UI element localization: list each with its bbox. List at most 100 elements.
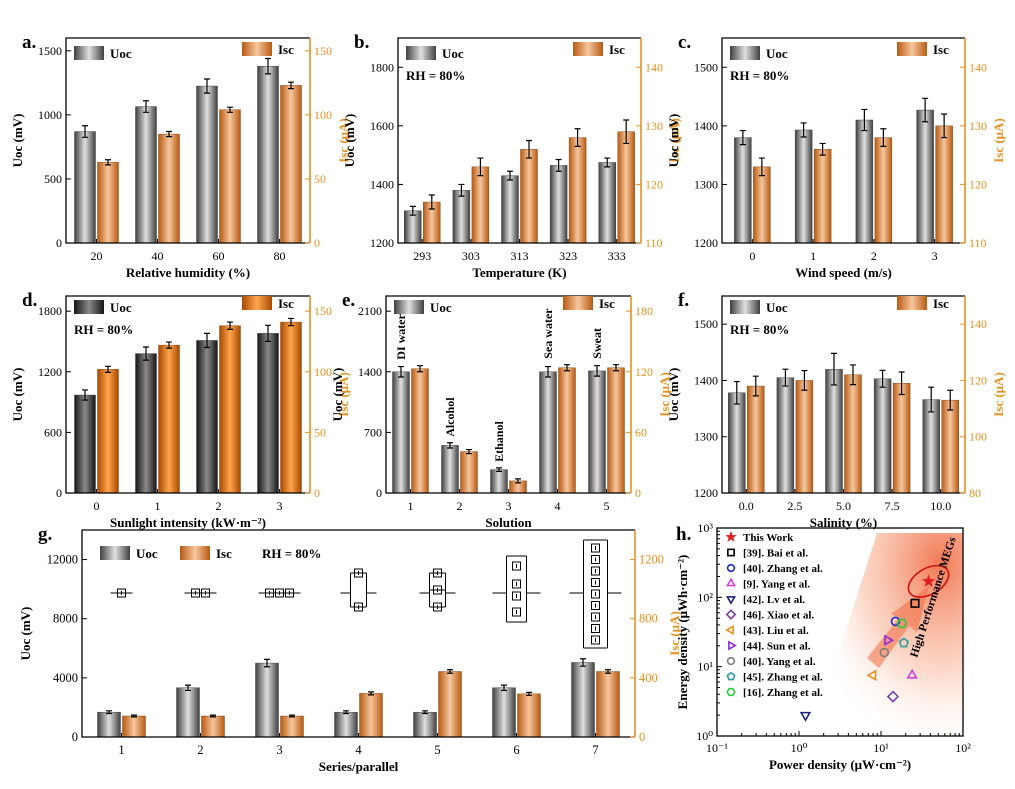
y-tick-label: 8000 <box>53 612 78 626</box>
data-point-pentagon <box>898 637 910 648</box>
legend-marker-pentagon <box>726 671 736 681</box>
isc-bar <box>813 149 832 244</box>
isc-error-bar <box>227 106 233 113</box>
isc-bar <box>747 385 765 494</box>
device-cell <box>591 543 600 553</box>
x-tick-label: 10⁰ <box>791 741 808 755</box>
y-tick-label: 10⁰ <box>696 729 713 743</box>
device-cell <box>591 589 600 599</box>
y-tick-label: 0 <box>376 486 382 500</box>
annotation-rh: RH = 80% <box>730 322 789 337</box>
x-tick-label: 1 <box>155 499 161 513</box>
x-tick-label: 3 <box>276 743 282 757</box>
device-cell <box>512 579 521 589</box>
panel-letter: h. <box>676 524 691 545</box>
isc-error-bar <box>801 369 808 391</box>
device-cell <box>512 607 521 617</box>
isc-bar <box>219 109 241 244</box>
x-tick-label: 10⁻¹ <box>706 741 728 755</box>
annotation-rh: RH = 80% <box>406 68 465 83</box>
data-point-diamond <box>886 690 900 703</box>
uoc-error-bar <box>264 658 270 668</box>
isc-error-bar <box>947 389 954 411</box>
x-tick-label: 40 <box>152 249 164 263</box>
uoc-bar <box>257 65 279 244</box>
legend-entry: [45]. Zhang et al. <box>743 672 823 684</box>
legend-marker-circle <box>726 563 736 573</box>
panel-a: 0 500 1000 1500 0 50 100 150 20 40 60 80 Relative hu… <box>10 32 351 280</box>
legend-isc-swatch <box>563 296 593 310</box>
legend-isc-label: Isc <box>933 42 949 57</box>
x-axis-label: Salinity (%) <box>810 515 878 530</box>
uoc-error-bar <box>82 389 88 401</box>
uoc-bar <box>794 129 813 244</box>
isc-bar <box>280 321 302 494</box>
legend-uoc-label: Uoc <box>110 300 132 315</box>
device-cell <box>591 624 600 633</box>
panel-letter: f. <box>678 290 689 311</box>
isc-error-bar <box>368 691 374 696</box>
isc-bar <box>280 85 302 244</box>
uoc-error-bar <box>831 352 837 386</box>
y-tick-label: 1300 <box>694 177 718 191</box>
annotation-rh: RH = 80% <box>262 546 321 561</box>
uoc-error-bar <box>265 57 271 75</box>
y2-axis-label: Isc (μA) <box>667 118 682 163</box>
uoc-error-bar <box>422 710 428 715</box>
legend-isc-swatch <box>897 296 927 310</box>
uoc-error-bar <box>580 658 586 667</box>
isc-bar <box>438 671 462 738</box>
isc-bar <box>892 383 911 494</box>
isc-error-bar <box>898 371 905 396</box>
legend-entry: [40]. Zhang et al. <box>743 563 823 575</box>
annotation-rh: RH = 80% <box>74 322 133 337</box>
device-cell <box>591 635 600 645</box>
uoc-error-bar <box>143 100 149 113</box>
y2-tick-label: 150 <box>314 44 332 58</box>
y-tick-label: 1400 <box>358 365 382 379</box>
panel-d: 0 600 1200 1800 0 50 100 150 0 1 2 3 Sunlight intens… <box>10 290 351 530</box>
legend-isc-swatch <box>242 296 272 310</box>
data-point-triangle-left <box>866 669 877 682</box>
isc-error-bar <box>574 128 581 147</box>
legend-isc-label: Isc <box>609 42 625 57</box>
isc-error-bar <box>417 365 423 373</box>
solution-label: Ethanol <box>492 421 506 462</box>
axis-frame <box>65 37 310 244</box>
uoc-error-bar <box>409 205 416 216</box>
legend-entry: [16]. Zhang et al. <box>743 687 823 699</box>
uoc-error-bar <box>106 710 112 715</box>
x-tick-label: 1 <box>810 249 816 263</box>
y-tick-label: 1200 <box>694 486 718 500</box>
x-tick-label: 3 <box>277 499 283 513</box>
panel-g: 0 4000 8000 12000 0 400 800 1200 1 2 3 4 5 6 7 Series/p… <box>18 524 682 774</box>
x-axis-label: Series/parallel <box>319 759 399 774</box>
uoc-bar <box>74 131 96 244</box>
x-tick-label: 4 <box>555 499 561 513</box>
uoc-bar <box>334 711 358 738</box>
legend-isc-swatch <box>242 42 272 56</box>
y2-axis-label: Isc (μA) <box>336 372 351 417</box>
isc-bar <box>941 399 959 494</box>
y-axis-label: Uoc (mV) <box>10 368 25 422</box>
data-point-triangle-down <box>799 711 812 722</box>
x-tick-label: 2.5 <box>787 499 802 513</box>
device-cell <box>433 585 442 595</box>
y-axis-label: Uoc (mV) <box>666 114 681 168</box>
uoc-error-bar <box>507 170 513 181</box>
isc-bar <box>617 131 635 244</box>
x-tick-label: 6 <box>513 743 519 757</box>
legend-uoc-swatch <box>730 300 760 314</box>
y-axis-label: Energy density (μWh·cm⁻²) <box>675 555 690 710</box>
y-tick-label: 500 <box>44 172 62 186</box>
x-axis-label: Relative humidity (%) <box>126 265 250 280</box>
y-tick-label: 1500 <box>694 317 718 331</box>
device-cell <box>591 612 600 622</box>
y2-tick-label: 130 <box>645 119 663 133</box>
y-tick-label: 1000 <box>38 108 62 122</box>
axis-frame <box>716 527 964 737</box>
uoc-error-bar <box>501 684 507 692</box>
solution-label: Sea water <box>541 308 555 359</box>
y2-tick-label: 0 <box>639 730 645 744</box>
wire <box>350 573 367 607</box>
